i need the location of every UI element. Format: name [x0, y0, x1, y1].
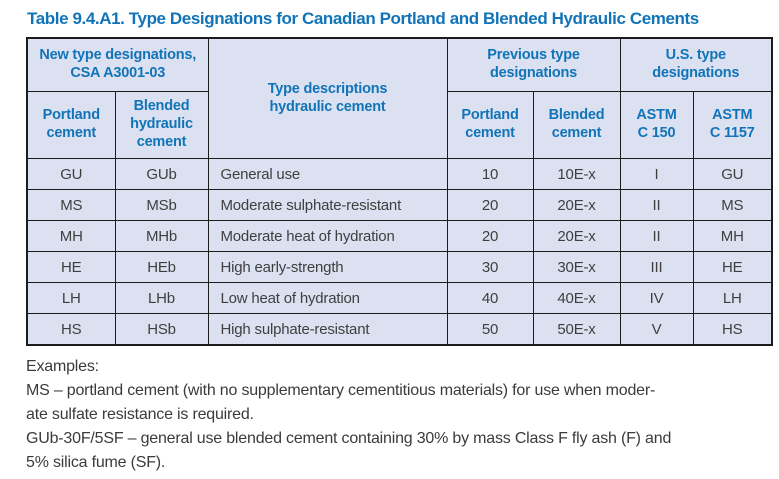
cell-astm-c1157: GU [692, 158, 773, 190]
table-row: MH MHb Moderate heat of hydration 20 20E… [26, 220, 773, 252]
header-astm-c1157: ASTM C 1157 [692, 91, 773, 159]
header-new-type-designations: New type designations, CSA A3001-03 [26, 37, 209, 92]
cell-description: High sulphate-resistant [207, 313, 448, 346]
header-previous-type-designations: Previous type designations [446, 37, 621, 92]
cell-blended-new: MHb [114, 220, 209, 252]
cell-prev-portland: 30 [446, 251, 534, 283]
cell-description: General use [207, 158, 448, 190]
page-title: Table 9.4.A1. Type Designations for Cana… [27, 9, 699, 28]
examples-line: MS – portland cement (with no supplement… [26, 382, 656, 399]
cell-astm-c150: II [619, 189, 694, 221]
cell-prev-blended: 50E-x [532, 313, 621, 346]
cell-astm-c150: V [619, 313, 694, 346]
header-blended-hydraulic-cement: Blended hydraulic cement [114, 91, 209, 159]
cell-prev-portland: 10 [446, 158, 534, 190]
table-row: MS MSb Moderate sulphate-resistant 20 20… [26, 189, 773, 221]
cell-astm-c150: IV [619, 282, 694, 314]
cement-designations-table: New type designations, CSA A3001-03 Type… [26, 37, 773, 346]
table-row: HE HEb High early-strength 30 30E-x III … [26, 251, 773, 283]
cell-portland-new: HE [26, 251, 116, 283]
cell-prev-blended: 10E-x [532, 158, 621, 190]
table-row: LH LHb Low heat of hydration 40 40E-x IV… [26, 282, 773, 314]
cell-astm-c1157: LH [692, 282, 773, 314]
cell-description: Moderate heat of hydration [207, 220, 448, 252]
header-portland-cement-new: Portland cement [26, 91, 116, 159]
cell-blended-new: LHb [114, 282, 209, 314]
cell-prev-portland: 20 [446, 189, 534, 221]
examples-line: GUb-30F/5SF – general use blended cement… [26, 430, 672, 447]
cell-astm-c1157: HS [692, 313, 773, 346]
cell-prev-blended: 20E-x [532, 189, 621, 221]
cell-prev-portland: 20 [446, 220, 534, 252]
cell-portland-new: GU [26, 158, 116, 190]
cell-description: Low heat of hydration [207, 282, 448, 314]
table-row: HS HSb High sulphate-resistant 50 50E-x … [26, 313, 773, 346]
header-portland-cement-previous: Portland cement [446, 91, 534, 159]
header-us-type-designations: U.S. type designations [619, 37, 773, 92]
examples-block: Examples: MS – portland cement (with no … [26, 355, 779, 475]
examples-heading: Examples: [26, 358, 99, 375]
examples-line: 5% silica fume (SF). [26, 454, 166, 471]
cell-astm-c1157: HE [692, 251, 773, 283]
cell-prev-portland: 50 [446, 313, 534, 346]
header-group-row: New type designations, CSA A3001-03 Type… [26, 37, 773, 159]
table-row: GU GUb General use 10 10E-x I GU [26, 158, 773, 190]
cell-portland-new: MH [26, 220, 116, 252]
cell-portland-new: LH [26, 282, 116, 314]
header-blended-cement-previous: Blended cement [532, 91, 621, 159]
cell-astm-c150: III [619, 251, 694, 283]
header-column-row: Portland cement Blended hydraulic cement… [26, 91, 773, 159]
cell-portland-new: MS [26, 189, 116, 221]
cell-astm-c1157: MH [692, 220, 773, 252]
cell-astm-c150: I [619, 158, 694, 190]
cell-portland-new: HS [26, 313, 116, 346]
header-type-descriptions: Type descriptions hydraulic cement [207, 37, 448, 159]
examples-line: ate sulfate resistance is required. [26, 406, 254, 423]
cell-description: Moderate sulphate-resistant [207, 189, 448, 221]
cell-astm-c1157: MS [692, 189, 773, 221]
cell-prev-blended: 30E-x [532, 251, 621, 283]
cell-astm-c150: II [619, 220, 694, 252]
cell-blended-new: HSb [114, 313, 209, 346]
cell-prev-portland: 40 [446, 282, 534, 314]
header-astm-c150: ASTM C 150 [619, 91, 694, 159]
cell-prev-blended: 40E-x [532, 282, 621, 314]
cell-blended-new: GUb [114, 158, 209, 190]
cell-blended-new: HEb [114, 251, 209, 283]
cell-blended-new: MSb [114, 189, 209, 221]
cell-description: High early-strength [207, 251, 448, 283]
cell-prev-blended: 20E-x [532, 220, 621, 252]
